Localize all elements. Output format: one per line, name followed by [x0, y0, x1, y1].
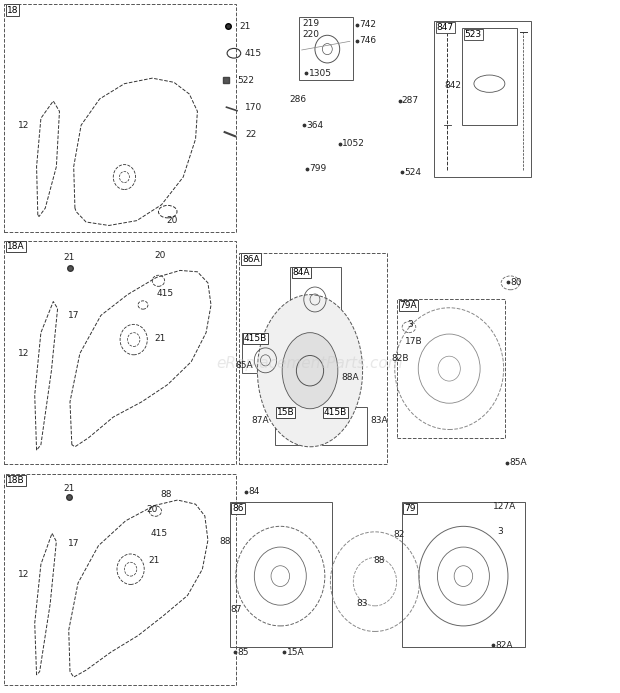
- Text: 1305: 1305: [309, 69, 332, 78]
- Text: 286: 286: [289, 95, 306, 104]
- Text: 523: 523: [464, 30, 482, 39]
- Text: 12: 12: [18, 121, 29, 130]
- Text: 85A: 85A: [509, 458, 527, 467]
- Ellipse shape: [282, 333, 338, 409]
- Text: 1052: 1052: [342, 139, 365, 148]
- Text: 219: 219: [302, 19, 319, 28]
- Text: 83: 83: [356, 599, 368, 608]
- Text: 287: 287: [402, 96, 418, 105]
- Text: 87A: 87A: [251, 416, 269, 425]
- Text: 415: 415: [157, 289, 174, 298]
- Text: 88: 88: [161, 490, 172, 499]
- Bar: [299, 17, 353, 80]
- Text: 88: 88: [219, 537, 231, 546]
- Text: 12: 12: [18, 570, 29, 579]
- Text: 86A: 86A: [242, 254, 260, 263]
- Text: 20: 20: [146, 505, 157, 514]
- Bar: [242, 333, 287, 373]
- Text: 17: 17: [68, 539, 79, 548]
- Text: 364: 364: [306, 121, 324, 130]
- Text: 15B: 15B: [277, 408, 294, 417]
- Text: 83A: 83A: [370, 416, 388, 425]
- Text: 3: 3: [408, 320, 414, 329]
- Text: 847: 847: [437, 23, 454, 32]
- Bar: [322, 407, 367, 445]
- Text: 170: 170: [245, 103, 262, 112]
- Text: 88: 88: [373, 556, 384, 565]
- Text: 415: 415: [245, 49, 262, 58]
- Text: 20: 20: [154, 251, 166, 260]
- Ellipse shape: [257, 295, 363, 447]
- Text: 799: 799: [309, 164, 327, 173]
- Text: 12: 12: [18, 349, 29, 358]
- Bar: [4, 475, 236, 685]
- Text: 82A: 82A: [495, 641, 513, 650]
- Text: 84A: 84A: [293, 268, 310, 277]
- Text: 21: 21: [239, 21, 250, 30]
- Bar: [275, 407, 315, 445]
- Bar: [434, 21, 531, 177]
- Text: 85A: 85A: [236, 360, 254, 369]
- Text: 22: 22: [245, 130, 256, 139]
- Text: 17B: 17B: [405, 337, 422, 346]
- Text: 17: 17: [68, 311, 79, 320]
- Text: 21: 21: [148, 556, 159, 565]
- Text: 82: 82: [394, 530, 405, 539]
- Text: 127A: 127A: [493, 502, 516, 511]
- Bar: [397, 299, 505, 438]
- Text: 87: 87: [231, 605, 242, 614]
- Text: 86: 86: [232, 505, 244, 514]
- Bar: [290, 267, 341, 317]
- Text: 220: 220: [302, 30, 319, 40]
- Bar: [402, 502, 525, 647]
- Text: 415: 415: [151, 529, 167, 538]
- Bar: [239, 253, 388, 464]
- Text: 742: 742: [360, 20, 376, 29]
- Text: 20: 20: [167, 216, 178, 225]
- Text: 21: 21: [64, 484, 75, 493]
- Text: 21: 21: [64, 254, 75, 263]
- Text: 84: 84: [248, 487, 260, 496]
- Text: 80: 80: [510, 278, 522, 287]
- Text: 79A: 79A: [400, 301, 417, 310]
- Text: 82B: 82B: [392, 354, 409, 363]
- Text: 21: 21: [154, 334, 166, 343]
- Text: 18: 18: [7, 6, 19, 15]
- Text: 522: 522: [237, 76, 254, 85]
- Bar: [229, 502, 332, 647]
- Text: 746: 746: [360, 36, 376, 45]
- Text: 415B: 415B: [324, 408, 347, 417]
- Text: 88A: 88A: [341, 373, 358, 382]
- Text: 85: 85: [237, 648, 249, 657]
- Bar: [461, 28, 517, 125]
- Text: 15A: 15A: [286, 648, 304, 657]
- Text: 524: 524: [404, 168, 421, 177]
- Text: 415B: 415B: [244, 334, 267, 343]
- Bar: [4, 240, 236, 464]
- Bar: [4, 4, 236, 232]
- Text: eReplacementParts.com: eReplacementParts.com: [216, 356, 404, 371]
- Text: 842: 842: [445, 80, 462, 89]
- Text: 18A: 18A: [7, 242, 25, 251]
- Text: 18B: 18B: [7, 476, 25, 485]
- Text: 79: 79: [404, 505, 415, 514]
- Text: 3: 3: [497, 527, 503, 536]
